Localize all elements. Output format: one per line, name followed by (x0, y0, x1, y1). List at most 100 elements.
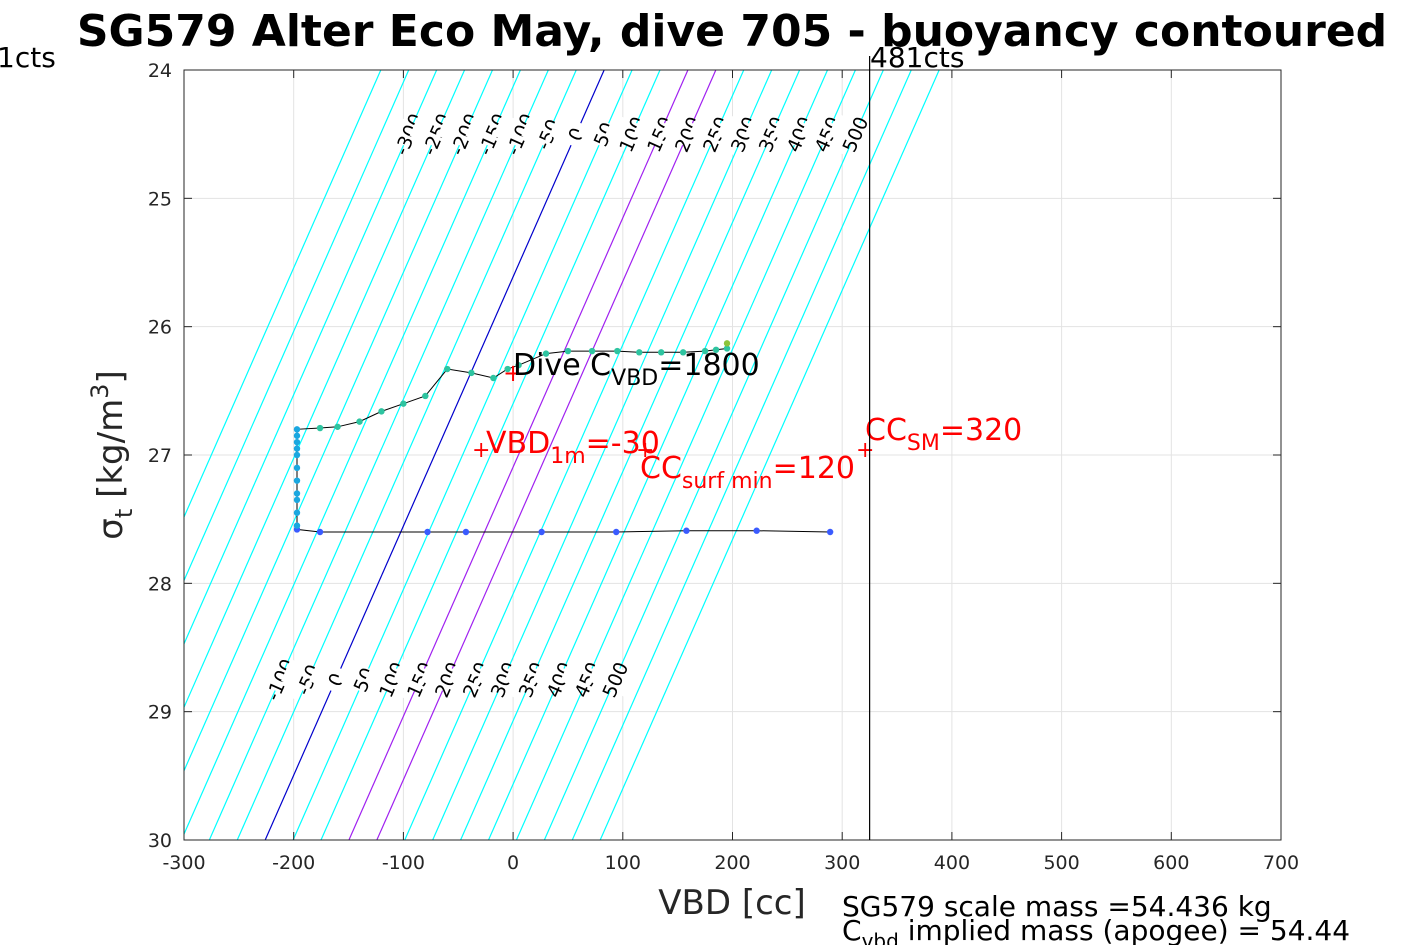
data-point (293, 451, 301, 459)
vbd-1m-base: VBD (486, 426, 550, 461)
vbd-1m-sub: 1m (550, 444, 585, 469)
contour-line (184, 70, 494, 773)
y-axis-label-unit: [kg/m (91, 399, 131, 509)
contour-line (487, 70, 829, 840)
data-point (424, 528, 431, 536)
data-point (316, 424, 324, 432)
data-point (356, 418, 363, 425)
data-point (636, 349, 643, 356)
contour-line (320, 70, 661, 840)
data-point (293, 464, 301, 472)
vbd-1m-value: =-30 (586, 426, 660, 461)
contour-label-lower-bg (504, 658, 559, 701)
dive-series (293, 340, 834, 536)
contour-label-lower-bg (476, 658, 531, 701)
data-point (400, 400, 407, 407)
contour-line (571, 70, 912, 840)
max-cts-label: 481cts (870, 41, 964, 74)
data-point (613, 528, 620, 536)
y-axis-ticks: 24 25 26 27 28 29 30 (148, 60, 1281, 852)
x-axis-label: VBD [cc] (658, 883, 806, 923)
annotation-cc-surf-min: CCsurf min=120 (640, 451, 855, 494)
contour-line (348, 70, 689, 840)
contour-label-upper-bg (577, 113, 631, 155)
contour-label-upper-bg (800, 113, 854, 155)
x-tick-label: -300 (162, 852, 205, 874)
dive-trace-line (296, 343, 831, 533)
data-point (712, 346, 720, 353)
y-tick-label: 30 (148, 830, 172, 852)
y-axis-label-close: ] (91, 370, 131, 383)
y-tick-label: 25 (148, 188, 172, 210)
contour-line (208, 70, 549, 840)
contour-label-upper-bg (716, 113, 771, 155)
data-point (588, 347, 596, 355)
data-point (679, 349, 687, 356)
data-point (538, 528, 545, 536)
data-point (293, 438, 301, 446)
implied-mass-value: implied mass (apogee) = 54.44 (899, 914, 1350, 945)
contour-label-lower-bg (588, 658, 642, 701)
contour-label-upper-bg (744, 113, 799, 155)
data-point (293, 490, 301, 497)
data-point (614, 347, 621, 355)
chart-title: SG579 Alter Eco May, dive 705 - buoyancy… (77, 6, 1387, 57)
data-point (422, 392, 429, 400)
contour-label-lower-bg (532, 658, 586, 701)
data-point (657, 349, 665, 356)
min-cts-label: 1cts (0, 41, 56, 74)
data-point (293, 445, 301, 452)
data-point (542, 350, 550, 357)
contour-label-lower-bg (364, 658, 419, 701)
contour-label-upper-bg (772, 113, 827, 155)
contour-label-lower-bg (560, 658, 614, 701)
dive-cvbd-base: Dive C (513, 348, 611, 383)
contour-label-upper-bg (521, 113, 575, 155)
data-point (723, 340, 731, 347)
contour-line (236, 70, 577, 840)
contour-label-upper-bg (549, 113, 603, 155)
y-axis-label-symbol: σ (91, 518, 131, 540)
data-point (444, 365, 451, 373)
annotation-cc-sm: CCSM=320 (865, 413, 1022, 456)
implied-mass-note: Cvbd implied mass (apogee) = 54.44 (842, 914, 1350, 945)
annotations: + VBD1m=-30 + CCsurf min=120 + CCSM=320 … (472, 348, 1022, 494)
contour-line (599, 70, 940, 840)
data-point (316, 528, 324, 536)
cross-dive-cvbd: + (503, 359, 523, 387)
x-tick-label: 0 (507, 852, 519, 874)
contour-label-upper-bg (381, 113, 436, 155)
data-point (293, 426, 301, 433)
annotation-dive-cvbd: Dive CVBD=1800 (513, 348, 760, 391)
contour-line (432, 70, 773, 840)
data-point (564, 347, 572, 355)
y-tick-label: 27 (148, 445, 172, 467)
contour-label-upper-bg (688, 113, 743, 155)
x-tick-label: 700 (1263, 852, 1299, 874)
contour-label-upper-bg (828, 113, 882, 155)
x-tick-label: -100 (382, 852, 425, 874)
data-point (504, 365, 511, 373)
x-tick-label: 100 (605, 852, 641, 874)
contour-labels: -300-250-200-150-100-50 0 5010015020025030… (253, 110, 882, 704)
contour-label-lower-bg (420, 658, 475, 701)
y-axis-label: σt [kg/m3] (86, 370, 138, 539)
contour-label-upper-bg (437, 113, 492, 155)
x-tick-label: 600 (1153, 852, 1189, 874)
data-point (462, 528, 470, 536)
data-point (515, 361, 522, 369)
y-tick-label: 24 (148, 60, 172, 82)
dive-cvbd-sub: VBD (611, 366, 658, 391)
contour-line (543, 70, 884, 840)
contour-label-lower-bg (336, 658, 391, 701)
y-tick-label: 28 (148, 573, 172, 595)
x-axis-ticks: -300 -200 -100 0 100 200 300 400 500 600 700 (162, 70, 1299, 874)
contour-label-upper-bg (493, 113, 547, 155)
cc-sm-base: CC (865, 413, 907, 448)
data-point (468, 369, 475, 377)
buoyancy-contours (184, 70, 940, 840)
annotation-vbd-1m: VBD1m=-30 (486, 426, 660, 469)
contour-line (460, 70, 801, 840)
contour-label-lower-bg (281, 658, 335, 701)
